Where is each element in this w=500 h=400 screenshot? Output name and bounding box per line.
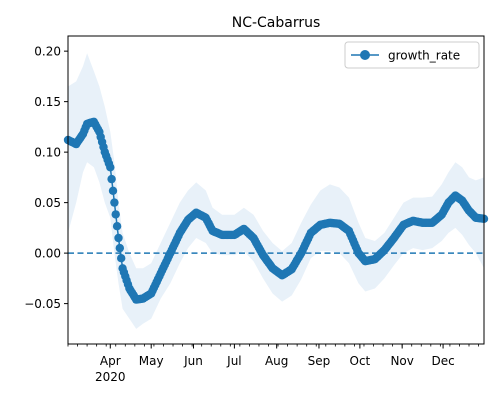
data-point	[117, 254, 126, 263]
data-point	[114, 233, 123, 243]
chart-title: NC-Cabarrus	[232, 15, 321, 31]
y-axis-ticks: 0.20 0.15 0.10 0.05 0.00 −0.05	[24, 45, 68, 311]
x-tick-label: May	[139, 354, 164, 368]
series-layer	[63, 117, 489, 304]
axes-frame	[67, 35, 485, 345]
legend: growth_rate	[344, 41, 480, 69]
data-point	[112, 222, 122, 231]
data-point	[108, 186, 118, 195]
x-tick-label: Apr	[100, 354, 121, 368]
legend-dot-marker	[360, 50, 370, 60]
y-tick-label: 0.10	[34, 146, 61, 160]
y-tick-label: 0.00	[34, 247, 61, 261]
x-tick-label: Sep	[308, 354, 331, 368]
x-tick-label: Oct	[350, 354, 371, 368]
x-tick-label: Nov	[390, 354, 413, 368]
x-year-label: 2020	[95, 370, 126, 384]
y-tick-label: 0.15	[34, 95, 61, 109]
data-point	[111, 210, 120, 219]
data-point	[110, 198, 119, 207]
data-point	[107, 174, 116, 184]
legend-label: growth_rate	[388, 49, 460, 63]
x-tick-label: Dec	[431, 354, 454, 368]
data-point	[115, 243, 125, 253]
data-point	[106, 163, 115, 172]
x-tick-label: Jun	[183, 354, 203, 368]
y-tick-label: −0.05	[24, 297, 61, 311]
legend-box	[344, 41, 480, 69]
x-axis-ticks: Apr May Jun Jul Aug Sep Oct Nov Dec 2020	[67, 344, 479, 384]
y-tick-label: 0.20	[34, 45, 61, 59]
x-tick-label: Jul	[226, 354, 241, 368]
x-tick-label: Aug	[265, 354, 288, 368]
y-tick-label: 0.05	[34, 196, 61, 210]
